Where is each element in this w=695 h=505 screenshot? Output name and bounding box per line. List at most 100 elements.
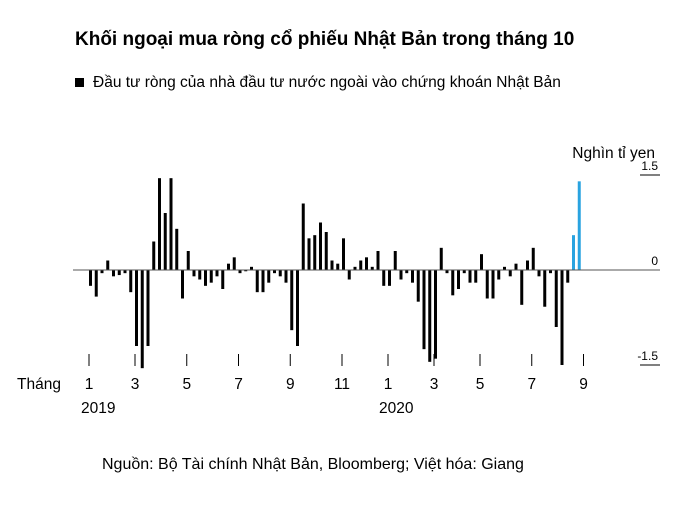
bar (198, 270, 202, 280)
x-tick-label: 3 (131, 376, 140, 393)
x-tick-label: 1 (384, 376, 393, 393)
bar (462, 270, 466, 274)
bar (365, 257, 368, 270)
bar (324, 232, 328, 270)
y-tick-label: 0 (651, 254, 658, 268)
bar (491, 270, 495, 299)
bar (451, 270, 455, 296)
bar (313, 235, 317, 270)
bar (468, 270, 472, 283)
bar (577, 181, 581, 270)
bar (244, 270, 248, 272)
x-tick-label: 3 (430, 376, 439, 393)
bar (416, 270, 420, 302)
bar (255, 270, 259, 293)
bar (296, 270, 299, 346)
bar (209, 270, 213, 283)
bar (399, 270, 403, 280)
bar (336, 263, 340, 270)
bar (135, 270, 138, 346)
bar (520, 270, 524, 305)
bar (393, 251, 397, 270)
bar (439, 247, 443, 270)
bar (376, 251, 380, 270)
bar (307, 238, 311, 270)
bar (175, 228, 179, 270)
bar (445, 270, 449, 274)
x-tick-label: 7 (527, 376, 536, 393)
bar (112, 270, 115, 277)
bar (526, 260, 529, 270)
legend-marker (75, 78, 84, 87)
bar (94, 270, 98, 297)
bar (215, 270, 219, 277)
bar (503, 266, 506, 270)
bar (106, 260, 110, 270)
bar (232, 257, 236, 270)
bar (238, 270, 242, 274)
bar (158, 178, 161, 270)
bar (146, 270, 150, 346)
bar (434, 270, 437, 359)
x-tick-label: 1 (85, 376, 94, 393)
bar (181, 270, 184, 299)
bar (204, 270, 207, 286)
bar (508, 270, 512, 277)
bar (261, 270, 265, 293)
bar (388, 270, 391, 286)
bar (278, 270, 282, 277)
y-tick-label: -1.5 (637, 349, 658, 363)
year-label-2019: 2019 (81, 400, 115, 417)
chart-title: Khối ngoại mua ròng cổ phiếu Nhật Bản tr… (75, 29, 574, 50)
bar (117, 270, 121, 276)
bar (543, 270, 547, 307)
bar (422, 270, 426, 350)
bar (537, 270, 541, 277)
y-unit-label: Nghìn tỉ yen (572, 145, 655, 162)
x-tick-label: 7 (234, 376, 243, 393)
bar (123, 270, 127, 274)
bar (382, 270, 386, 286)
bar (554, 270, 558, 327)
bar (560, 270, 564, 365)
bar (89, 270, 92, 286)
x-tick-label: 11 (334, 376, 350, 393)
bar (347, 270, 351, 280)
bar (405, 270, 409, 274)
bar (129, 270, 133, 293)
bar (192, 270, 196, 277)
legend-label: Đầu tư ròng của nhà đầu tư nước ngoài và… (93, 74, 561, 91)
bar (411, 270, 414, 283)
bar (186, 251, 190, 270)
bar (370, 266, 374, 270)
bar (290, 270, 294, 331)
x-tick-label: 5 (476, 376, 485, 393)
bar (566, 270, 570, 283)
bar (480, 254, 483, 270)
bar (531, 247, 535, 270)
bar (457, 270, 460, 289)
x-tick-label: 9 (286, 376, 295, 393)
bar (353, 266, 357, 270)
bar (474, 270, 478, 283)
bar (428, 270, 432, 362)
bar (319, 222, 322, 270)
bar (140, 270, 144, 369)
bar (267, 270, 271, 283)
bar (301, 203, 305, 270)
bar (100, 270, 104, 274)
year-label-2020: 2020 (379, 400, 414, 417)
bar (572, 235, 575, 270)
bar (514, 263, 518, 270)
bar (273, 270, 276, 274)
bar (485, 270, 489, 299)
bar (330, 260, 334, 270)
y-tick-label: 1.5 (641, 159, 658, 173)
bar (359, 260, 363, 270)
bar (163, 213, 167, 270)
x-tick-label: 5 (182, 376, 191, 393)
source-note: Nguồn: Bộ Tài chính Nhật Bản, Bloomberg;… (102, 456, 524, 473)
bar-group (89, 178, 581, 369)
bar (549, 270, 552, 274)
x-axis: 1 3 5 7 9 11 1 3 5 7 9 (85, 354, 588, 393)
